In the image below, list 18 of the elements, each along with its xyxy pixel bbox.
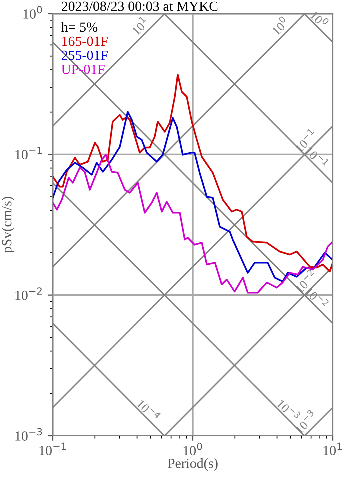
annotation: 10$^{0}$ — [270, 16, 290, 36]
x-tick-label: 10$^{1}$ — [324, 442, 342, 456]
y-tick-label: 10$^{−3}$ — [16, 428, 42, 441]
text: UP-01F — [62, 64, 105, 74]
x-axis-title: Period(s) — [168, 458, 218, 472]
y-axis-title: pSv(cm/s) — [2, 197, 15, 254]
annotation: 10$^{1}$ — [130, 16, 150, 36]
x-tick-label: 10$^{−1}$ — [40, 442, 66, 456]
annotation: 10$^{−4}$ — [136, 398, 162, 422]
y-tick-label: 10$^{0}$ — [24, 6, 42, 19]
chart-title: 2023/08/23 00:03 at MYKC — [62, 2, 218, 12]
y-tick-label: 10$^{−1}$ — [16, 147, 42, 160]
text: 165-01F — [62, 36, 108, 46]
x-tick-label: 10$^{0}$ — [184, 442, 202, 456]
annotation: 10$^{−3}$ — [276, 397, 302, 422]
text: 255-01F — [62, 50, 108, 60]
y-tick-label: 10$^{−2}$ — [16, 288, 42, 300]
legend-title: h= 5% — [61, 22, 98, 32]
